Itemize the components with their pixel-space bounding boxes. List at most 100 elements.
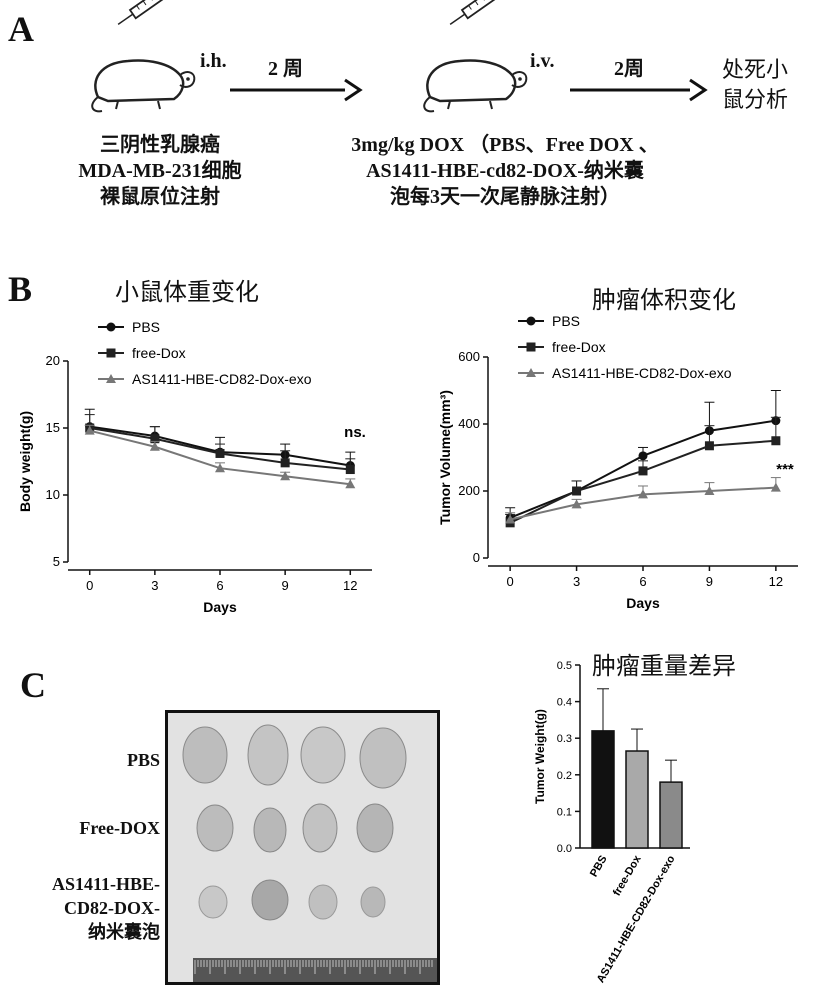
legend-label: PBS	[552, 313, 580, 329]
x-tick-label: 3	[151, 578, 158, 593]
data-point	[638, 451, 648, 461]
data-point	[150, 434, 160, 444]
panel-letter-b: B	[8, 269, 33, 309]
y-axis-label: Tumor Volume(mm³)	[437, 390, 453, 525]
legend-marker	[106, 348, 116, 358]
tumor-sample	[182, 726, 228, 784]
photo-label-line: AS1411-HBE-	[51, 874, 160, 894]
data-point	[572, 486, 582, 496]
y-tick-label: 20	[46, 353, 60, 368]
y-tick-label: 0.3	[557, 733, 572, 745]
tumor-sample	[300, 726, 346, 784]
route-label-iv: i.v.	[530, 50, 555, 72]
data-point	[215, 448, 225, 458]
tumor-sample	[247, 724, 289, 786]
tumor-sample	[251, 879, 289, 921]
legend-label: AS1411-HBE-CD82-Dox-exo	[552, 365, 732, 381]
bar	[625, 750, 649, 849]
data-point	[345, 465, 355, 475]
tumor-weight-chart: 0.0 0.1 0.2 0.3 0.4 0.5 Tumor Weight(g) PBS free…	[533, 660, 690, 985]
y-tick-label: 0.2	[557, 770, 572, 782]
arrow-head	[344, 78, 363, 102]
photo-label-free-dox: Free-DOX	[79, 818, 160, 838]
significance-annotation: ns.	[344, 424, 366, 441]
y-tick-label: 0	[473, 550, 480, 565]
y-tick-label: 5	[53, 554, 60, 569]
step1-line: 裸鼠原位注射	[100, 186, 220, 208]
tumor-sample	[356, 803, 394, 853]
x-axis-label: Days	[626, 595, 660, 611]
step2-text: 3mg/kg DOX （PBS、Free DOX 、 AS1411-HBE-cd…	[290, 132, 720, 210]
category-label: AS1411-HBE-CD82-Dox-exo	[595, 853, 678, 985]
ruler-ticks	[194, 960, 433, 974]
data-point	[638, 466, 648, 476]
x-tick-label: 6	[639, 574, 646, 589]
y-tick-label: 600	[458, 349, 480, 364]
photo-label-exo: AS1411-HBE- CD82-DOX- 纳米囊泡	[10, 872, 160, 944]
y-tick-label: 400	[458, 416, 480, 431]
legend-label: free-Dox	[132, 345, 186, 361]
data-point	[149, 441, 160, 451]
step2-line: AS1411-HBE-cd82-DOX-纳米囊	[366, 160, 644, 182]
step2-line: 3mg/kg DOX （PBS、Free DOX 、	[351, 134, 659, 156]
data-point	[280, 458, 290, 468]
data-point	[215, 463, 225, 473]
chart-title-tumor-weight: 肿瘤重量差异	[592, 652, 736, 680]
data-point	[571, 499, 582, 509]
data-point	[704, 486, 715, 495]
legend-marker	[526, 368, 536, 377]
tumor-volume-chart: 0 200 400 600 0 3 6 9 12 Days Tumor Volume(mm³) PBS…	[437, 313, 798, 611]
arrow-label-2weeks-b: 2周	[614, 58, 644, 80]
syringe-icon	[117, 0, 175, 26]
arrow-head	[689, 78, 708, 102]
data-point	[345, 479, 356, 489]
data-point	[704, 441, 714, 451]
category-label: PBS	[588, 854, 610, 880]
legend-marker	[106, 322, 116, 332]
x-tick-label: 12	[769, 574, 783, 589]
tumor-sample	[359, 727, 407, 789]
data-point	[505, 514, 516, 524]
legend-label: AS1411-HBE-CD82-Dox-exo	[132, 371, 312, 387]
legend-marker	[526, 316, 536, 326]
x-tick-label: 9	[706, 574, 713, 589]
y-tick-label: 0.5	[557, 660, 572, 672]
tumor-sample	[198, 885, 228, 919]
workflow-diagram	[91, 0, 708, 113]
syringe-icon	[449, 0, 507, 26]
chart-title-tumor-volume: 肿瘤体积变化	[592, 286, 736, 314]
y-tick-label: 10	[46, 487, 60, 502]
chart-title-body-weight: 小鼠体重变化	[115, 278, 259, 306]
route-label-ih: i.h.	[200, 50, 227, 72]
x-tick-label: 0	[507, 574, 514, 589]
photo-label-pbs: PBS	[126, 750, 160, 770]
x-tick-label: 9	[282, 578, 289, 593]
arrow-label-2weeks: 2 周	[268, 58, 303, 80]
y-axis-label: Tumor Weight(g)	[533, 709, 547, 804]
legend-marker	[526, 342, 536, 352]
x-axis-label: Days	[203, 599, 237, 615]
legend-label: PBS	[132, 319, 160, 335]
data-point	[280, 471, 291, 481]
tumor-sample	[308, 884, 338, 920]
legend-label: free-Dox	[552, 339, 606, 355]
tumor-sample	[196, 804, 234, 852]
endpoint-text: 处死小 鼠分析	[722, 56, 788, 116]
y-tick-label: 200	[458, 483, 480, 498]
bar	[591, 730, 615, 849]
endpoint-line-1: 处死小	[722, 58, 789, 83]
panel-letter-c: C	[20, 665, 46, 705]
tumor-sample	[302, 803, 338, 853]
step2-line: 泡每3天一次尾静脉注射）	[390, 186, 620, 208]
data-point	[771, 436, 781, 446]
x-tick-label: 3	[573, 574, 580, 589]
tumor-sample	[253, 807, 287, 853]
legend-marker	[106, 374, 116, 383]
tumor-sample	[360, 886, 386, 918]
y-tick-label: 0.0	[557, 843, 572, 855]
tumor-photo	[165, 710, 440, 985]
panel-letter-a: A	[8, 9, 34, 49]
y-tick-label: 0.4	[557, 697, 572, 709]
mouse-icon	[423, 59, 528, 113]
data-point	[770, 482, 781, 492]
